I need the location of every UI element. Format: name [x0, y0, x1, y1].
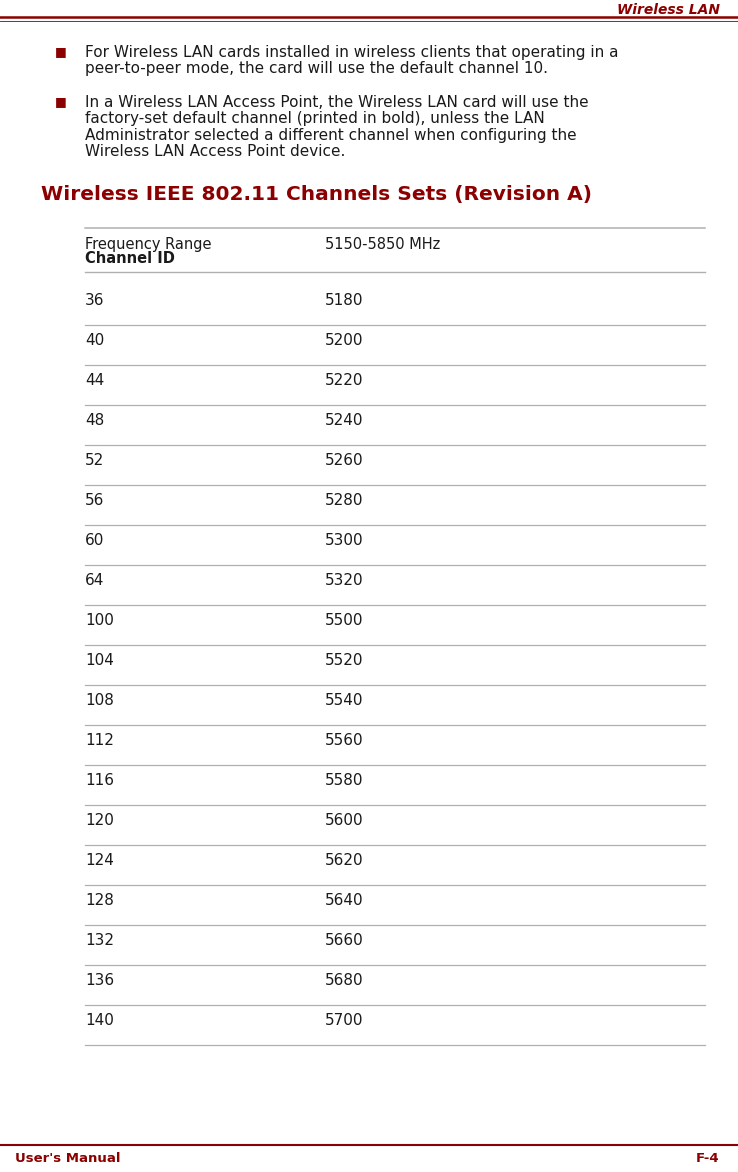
Text: 5240: 5240 [325, 413, 363, 428]
Text: factory-set default channel (printed in bold), unless the LAN: factory-set default channel (printed in … [85, 111, 545, 127]
Text: 56: 56 [85, 493, 104, 507]
Text: 100: 100 [85, 613, 114, 628]
Text: 5220: 5220 [325, 373, 363, 388]
Text: 5640: 5640 [325, 893, 363, 908]
Text: Wireless LAN: Wireless LAN [616, 4, 720, 18]
Text: Frequency Range: Frequency Range [85, 237, 211, 252]
Text: F-4: F-4 [696, 1152, 720, 1165]
Text: 5540: 5540 [325, 693, 363, 708]
Text: 5180: 5180 [325, 293, 363, 308]
Text: For Wireless LAN cards installed in wireless clients that operating in a: For Wireless LAN cards installed in wire… [85, 45, 618, 60]
Text: Channel ID: Channel ID [85, 251, 175, 266]
Text: User's Manual: User's Manual [15, 1152, 120, 1165]
Text: 140: 140 [85, 1013, 114, 1028]
Text: 120: 120 [85, 813, 114, 827]
Text: 5680: 5680 [325, 973, 363, 988]
Text: 132: 132 [85, 933, 114, 948]
Text: ■: ■ [55, 95, 67, 108]
Text: 5600: 5600 [325, 813, 363, 827]
Text: 5580: 5580 [325, 774, 363, 788]
Text: 136: 136 [85, 973, 114, 988]
Text: 5320: 5320 [325, 573, 363, 588]
Text: In a Wireless LAN Access Point, the Wireless LAN card will use the: In a Wireless LAN Access Point, the Wire… [85, 95, 588, 110]
Text: 5660: 5660 [325, 933, 364, 948]
Text: Wireless IEEE 802.11 Channels Sets (Revision A): Wireless IEEE 802.11 Channels Sets (Revi… [41, 185, 592, 204]
Text: 5300: 5300 [325, 533, 363, 548]
Text: 36: 36 [85, 293, 104, 308]
Text: ■: ■ [55, 45, 67, 57]
Text: 48: 48 [85, 413, 104, 428]
Text: peer-to-peer mode, the card will use the default channel 10.: peer-to-peer mode, the card will use the… [85, 61, 548, 76]
Text: 128: 128 [85, 893, 114, 908]
Text: 5200: 5200 [325, 333, 363, 348]
Text: 5520: 5520 [325, 653, 363, 668]
Text: Wireless LAN Access Point device.: Wireless LAN Access Point device. [85, 144, 345, 159]
Text: 5620: 5620 [325, 853, 363, 868]
Text: 108: 108 [85, 693, 114, 708]
Text: 40: 40 [85, 333, 104, 348]
Text: 5280: 5280 [325, 493, 363, 507]
Text: 5260: 5260 [325, 454, 363, 468]
Text: Administrator selected a different channel when configuring the: Administrator selected a different chann… [85, 128, 576, 143]
Text: 64: 64 [85, 573, 104, 588]
Text: 124: 124 [85, 853, 114, 868]
Text: 116: 116 [85, 774, 114, 788]
Text: 104: 104 [85, 653, 114, 668]
Text: 5500: 5500 [325, 613, 363, 628]
Text: 5700: 5700 [325, 1013, 363, 1028]
Text: 44: 44 [85, 373, 104, 388]
Text: 5150-5850 MHz: 5150-5850 MHz [325, 237, 440, 252]
Text: 60: 60 [85, 533, 104, 548]
Text: 112: 112 [85, 732, 114, 748]
Text: 5560: 5560 [325, 732, 363, 748]
Text: 52: 52 [85, 454, 104, 468]
